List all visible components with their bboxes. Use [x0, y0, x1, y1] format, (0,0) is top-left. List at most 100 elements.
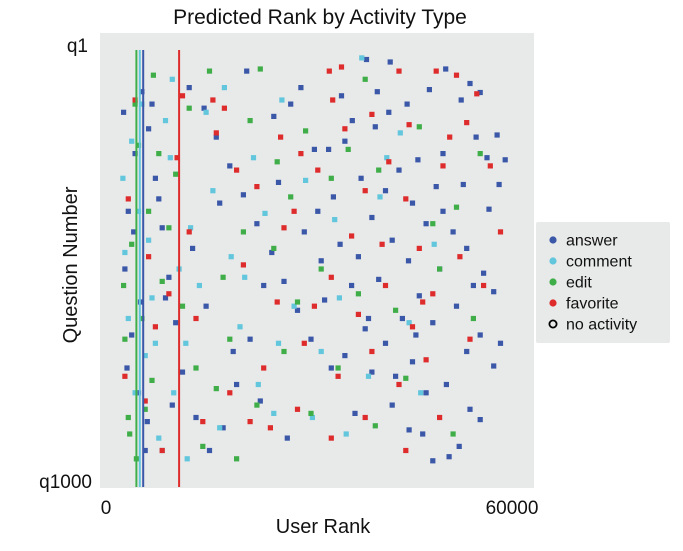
edit-point-3 [303, 128, 309, 134]
answer-point-74 [186, 85, 192, 91]
favorite-point-8 [330, 97, 336, 103]
comment-point-33 [125, 315, 131, 322]
comment-point-30 [135, 208, 142, 214]
answer-point-47 [430, 320, 436, 326]
edit-point-14 [393, 307, 399, 313]
favorite-point-23 [416, 245, 422, 251]
edit-point-29 [159, 278, 165, 284]
answer-point-124 [131, 229, 137, 235]
favorite-point-2 [396, 68, 402, 74]
answer-point-70 [240, 192, 246, 198]
comment-point-35 [120, 175, 126, 181]
comment-point-38 [152, 340, 158, 346]
answer-point-76 [275, 179, 282, 185]
answer-point-8 [349, 118, 355, 124]
answer-point-73 [201, 105, 207, 111]
answer-point-97 [149, 101, 155, 107]
favorite-point-18 [254, 184, 260, 190]
answer-point-27 [486, 206, 492, 212]
legend-marker-comment [549, 257, 557, 265]
edit-point-19 [403, 375, 409, 381]
answer-point-33 [337, 241, 343, 247]
comment-point-32 [122, 249, 128, 256]
edit-point-23 [372, 423, 378, 429]
comment-point-42 [275, 340, 282, 346]
favorite-point-45 [328, 435, 334, 441]
answer-point-48 [477, 332, 483, 338]
answer-point-15 [440, 151, 446, 157]
answer-point-39 [376, 276, 382, 282]
answer-point-120 [497, 340, 504, 346]
edit-point-50 [127, 431, 133, 437]
comment-point-49 [169, 76, 175, 82]
edit-point-32 [129, 241, 135, 247]
answer-point-98 [156, 196, 162, 202]
favorite-point-42 [437, 414, 443, 421]
edit-point-12 [318, 266, 324, 272]
favorite-point-68 [481, 282, 487, 289]
answer-point-107 [338, 93, 345, 99]
legend-marker-no-activity [548, 319, 558, 329]
legend-marker-answer [549, 236, 557, 244]
edit-point-37 [149, 377, 155, 383]
answer-point-57 [389, 402, 395, 408]
favorite-point-31 [409, 324, 416, 330]
comment-point-17 [196, 282, 202, 289]
comment-point-6 [431, 241, 437, 247]
median-lines [135, 50, 181, 487]
favorite-point-13 [298, 151, 304, 157]
favorite-point-15 [440, 163, 446, 169]
legend-box [536, 222, 670, 343]
answer-point-24 [496, 181, 502, 188]
answer-point-115 [318, 258, 324, 264]
favorite-point-64 [342, 126, 348, 132]
answer-point-66 [294, 307, 301, 313]
answer-point-9 [372, 124, 378, 130]
favorite-point-19 [362, 188, 368, 194]
answer-point-104 [257, 398, 263, 404]
comment-point-29 [142, 353, 148, 359]
favorite-point-56 [122, 373, 128, 379]
favorite-point-1 [338, 64, 345, 70]
favorite-point-10 [369, 111, 375, 117]
favorite-point-54 [132, 97, 138, 103]
edit-point-11 [271, 245, 277, 251]
favorite-point-33 [301, 340, 307, 346]
answer-point-100 [169, 402, 175, 408]
answer-point-31 [315, 208, 321, 214]
comment-point-5 [332, 217, 338, 223]
comment-point-7 [291, 303, 297, 309]
answer-point-13 [326, 146, 332, 152]
answer-point-49 [382, 340, 389, 346]
answer-point-3 [467, 80, 473, 87]
comment-point-27 [167, 155, 173, 161]
answer-point-80 [234, 381, 240, 388]
comment-point-24 [217, 425, 223, 431]
answer-point-11 [494, 132, 500, 138]
favorite-point-50 [174, 155, 180, 161]
x-tick-label-left: 0 [101, 498, 112, 519]
y-tick-label-top: q1 [67, 36, 88, 57]
answer-point-41 [491, 289, 497, 295]
comment-point-31 [129, 138, 135, 144]
answer-point-54 [369, 369, 375, 375]
edit-point-0 [206, 68, 213, 74]
favorite-point-5 [210, 97, 216, 103]
comment-point-3 [303, 177, 309, 183]
answer-point-55 [443, 381, 449, 388]
legend-label-no-activity: no activity [566, 317, 637, 334]
edit-point-27 [186, 105, 192, 111]
favorite-point-53 [142, 398, 148, 404]
answer-point-40 [349, 282, 355, 289]
edit-point-28 [173, 171, 179, 177]
answer-point-46 [362, 326, 368, 332]
favorite-point-58 [159, 447, 165, 454]
edit-point-22 [308, 410, 314, 416]
favorite-point-43 [200, 419, 206, 425]
edit-point-6 [288, 194, 294, 200]
answer-point-59 [477, 417, 483, 423]
favorite-point-35 [423, 357, 429, 363]
edit-point-47 [437, 266, 443, 272]
answer-point-96 [142, 447, 148, 454]
edit-point-26 [234, 456, 240, 462]
